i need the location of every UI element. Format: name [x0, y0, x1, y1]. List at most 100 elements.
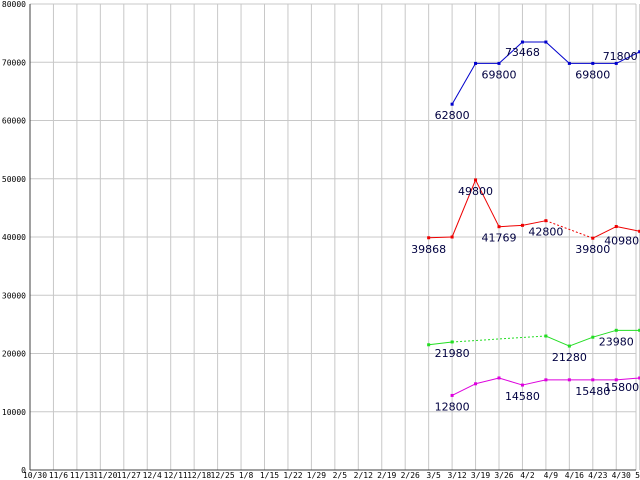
- y-tick-label: 40000: [2, 233, 26, 242]
- y-tick-label: 80000: [2, 0, 26, 9]
- series-segment: [616, 226, 640, 232]
- y-tick-label: 70000: [2, 58, 26, 67]
- data-label: 14580: [505, 390, 540, 403]
- x-tick-labels: 10/30 11/6 11/13 11/20 11/27 12/4 12/11 12/18 12…: [23, 471, 640, 480]
- data-point: [450, 393, 454, 397]
- data-point: [474, 61, 478, 65]
- data-point: [591, 236, 595, 240]
- y-tick-labels: 0 10000 20000 30000 40000 50000 60000 70000 8000…: [2, 0, 26, 475]
- series-segment: [545, 41, 570, 64]
- data-label: 39868: [411, 243, 446, 256]
- x-tick-label: 11/20: [93, 471, 117, 480]
- series-segment: [428, 341, 453, 346]
- x-tick-label: 12/4: [143, 471, 162, 480]
- x-tick-label: 10/30: [23, 471, 47, 480]
- series-segment: [498, 377, 523, 386]
- data-label: 23980: [599, 335, 634, 348]
- series-segment: [545, 335, 570, 347]
- x-tick-label: 2/5: [333, 471, 348, 480]
- data-point: [497, 376, 501, 380]
- y-tick-label: 20000: [2, 350, 26, 359]
- data-point: [544, 334, 548, 338]
- data-point: [591, 335, 595, 339]
- data-point: [591, 378, 595, 382]
- data-label: 41769: [482, 232, 517, 245]
- data-label: 39800: [575, 243, 610, 256]
- data-point: [450, 102, 454, 106]
- y-tick-label: 0: [21, 466, 26, 475]
- data-point: [544, 40, 548, 44]
- data-point: [450, 340, 454, 344]
- x-tick-label: 2/26: [401, 471, 420, 480]
- series-segment: [451, 63, 476, 105]
- data-label: 42800: [528, 226, 563, 239]
- data-point: [614, 328, 618, 332]
- x-tick-label: 4/16: [565, 471, 584, 480]
- data-point: [497, 61, 501, 65]
- series-segment: [592, 226, 617, 239]
- axes: [29, 4, 636, 471]
- data-point: [591, 61, 595, 65]
- data-point: [638, 328, 640, 332]
- data-label: 15480: [575, 385, 610, 398]
- x-tick-label: 4/2: [520, 471, 535, 480]
- data-label: 49800: [458, 185, 493, 198]
- data-label: 12800: [435, 400, 470, 413]
- x-tick-label: 5/14: [635, 471, 640, 480]
- series-3: [450, 376, 640, 397]
- data-point: [567, 344, 571, 348]
- series-segment: [592, 329, 617, 338]
- x-tick-label: 1/15: [260, 471, 279, 480]
- data-label: 21280: [552, 351, 587, 364]
- series-1: [427, 178, 640, 240]
- series-layer: [427, 40, 640, 397]
- data-point: [614, 378, 618, 382]
- data-point: [520, 383, 524, 387]
- x-tick-label: 3/12: [447, 471, 466, 480]
- data-point: [544, 219, 548, 223]
- series-segment: [545, 220, 593, 239]
- data-point: [567, 378, 571, 382]
- data-point: [638, 229, 640, 233]
- data-label-layer: 62800 69800 73468 69800 71800 39868 49800 41769…: [411, 46, 639, 413]
- series-2: [427, 328, 640, 348]
- y-tick-label: 10000: [2, 408, 26, 417]
- data-point: [520, 223, 524, 227]
- x-tick-label: 12/18: [187, 471, 211, 480]
- y-tick-label: 50000: [2, 175, 26, 184]
- x-tick-label: 11/13: [70, 471, 94, 480]
- x-tick-label: 11/6: [49, 471, 68, 480]
- x-tick-label: 12/11: [164, 471, 188, 480]
- data-point: [638, 50, 640, 54]
- data-point: [614, 225, 618, 229]
- x-tick-label: 3/26: [494, 471, 513, 480]
- data-label: 71800: [603, 50, 638, 63]
- series-segment: [451, 383, 476, 396]
- series-segment: [498, 224, 523, 228]
- data-point: [567, 61, 571, 65]
- data-label: 15800: [604, 381, 639, 394]
- data-label: 69800: [575, 68, 610, 81]
- series-0: [450, 40, 640, 106]
- y-tick-label: 30000: [2, 291, 26, 300]
- data-point: [450, 235, 454, 239]
- series-segment: [616, 51, 640, 64]
- series-segment: [475, 377, 500, 385]
- data-point: [474, 382, 478, 386]
- x-tick-label: 4/23: [588, 471, 607, 480]
- data-point: [614, 61, 618, 65]
- x-tick-label: 4/9: [544, 471, 559, 480]
- x-tick-label: 11/27: [117, 471, 141, 480]
- series-segment: [428, 236, 453, 239]
- series-segment: [498, 41, 523, 64]
- data-point: [427, 343, 431, 347]
- data-point: [427, 236, 431, 240]
- series-segment: [616, 377, 640, 381]
- series-segment: [475, 179, 500, 227]
- series-segment: [451, 179, 477, 238]
- x-tick-label: 3/5: [426, 471, 441, 480]
- x-tick-label: 1/8: [239, 471, 254, 480]
- series-segment: [522, 220, 546, 226]
- data-label: 69800: [482, 68, 517, 81]
